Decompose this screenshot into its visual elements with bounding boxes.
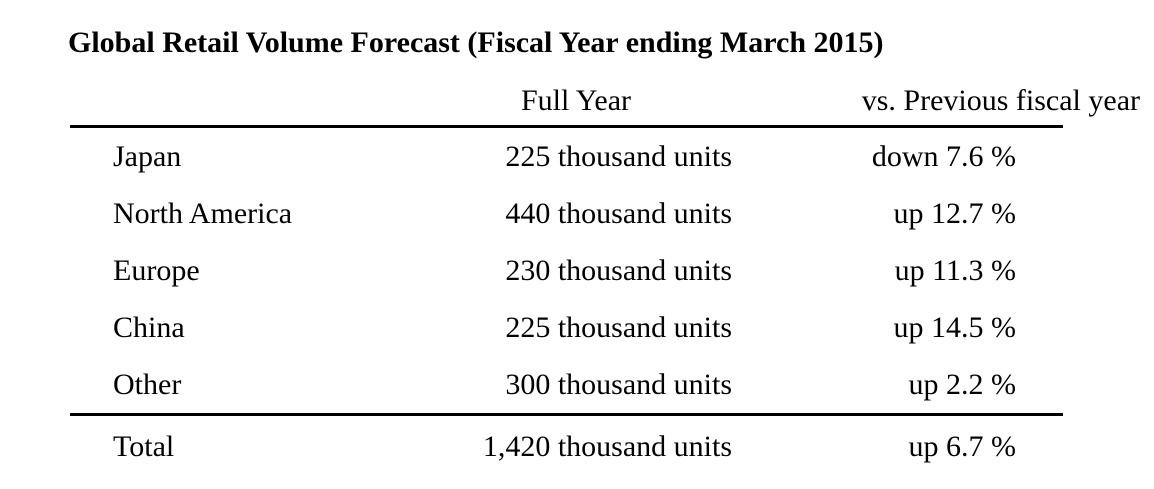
total-full-year-cell: 1,420 thousand units	[482, 430, 732, 463]
total-label-cell: Total	[113, 430, 175, 463]
vs-previous-cell: down 7.6 %	[871, 139, 1016, 173]
full-year-cell: 440 thousand units	[505, 196, 732, 230]
region-cell: China	[113, 310, 185, 344]
vs-previous-cell: up 14.5 %	[893, 310, 1017, 344]
vs-previous-cell: up 12.7 %	[893, 196, 1017, 230]
full-year-cell: 230 thousand units	[505, 253, 732, 287]
full-year-cell: 300 thousand units	[505, 367, 732, 401]
table-row: Europe 230 thousand units up 11.3 %	[70, 242, 1140, 299]
full-year-cell: 225 thousand units	[505, 139, 732, 173]
header-rule	[70, 125, 1063, 128]
table-row: Other 300 thousand units up 2.2 %	[70, 356, 1140, 413]
region-cell: North America	[113, 196, 293, 230]
column-header-vs-previous: vs. Previous fiscal year	[861, 84, 1140, 117]
table-row: North America 440 thousand units up 12.7…	[70, 185, 1140, 242]
column-header-full-year: Full Year	[520, 84, 632, 117]
full-year-cell: 225 thousand units	[505, 310, 732, 344]
vs-previous-cell: up 2.2 %	[908, 367, 1017, 401]
table-row: Japan 225 thousand units down 7.6 %	[70, 128, 1140, 185]
total-rule	[70, 413, 1063, 416]
page-title: Global Retail Volume Forecast (Fiscal Ye…	[68, 26, 884, 59]
total-row: Total 1,420 thousand units up 6.7 %	[70, 416, 1140, 478]
forecast-table: Full Year vs. Previous fiscal year Japan…	[70, 78, 1140, 478]
region-cell: Europe	[113, 253, 200, 287]
region-cell: Japan	[113, 139, 182, 173]
region-cell: Other	[113, 367, 182, 401]
table-header-row: Full Year vs. Previous fiscal year	[70, 78, 1140, 125]
table-row: China 225 thousand units up 14.5 %	[70, 299, 1140, 356]
vs-previous-cell: up 11.3 %	[894, 253, 1016, 287]
total-vs-previous-cell: up 6.7 %	[908, 430, 1017, 463]
